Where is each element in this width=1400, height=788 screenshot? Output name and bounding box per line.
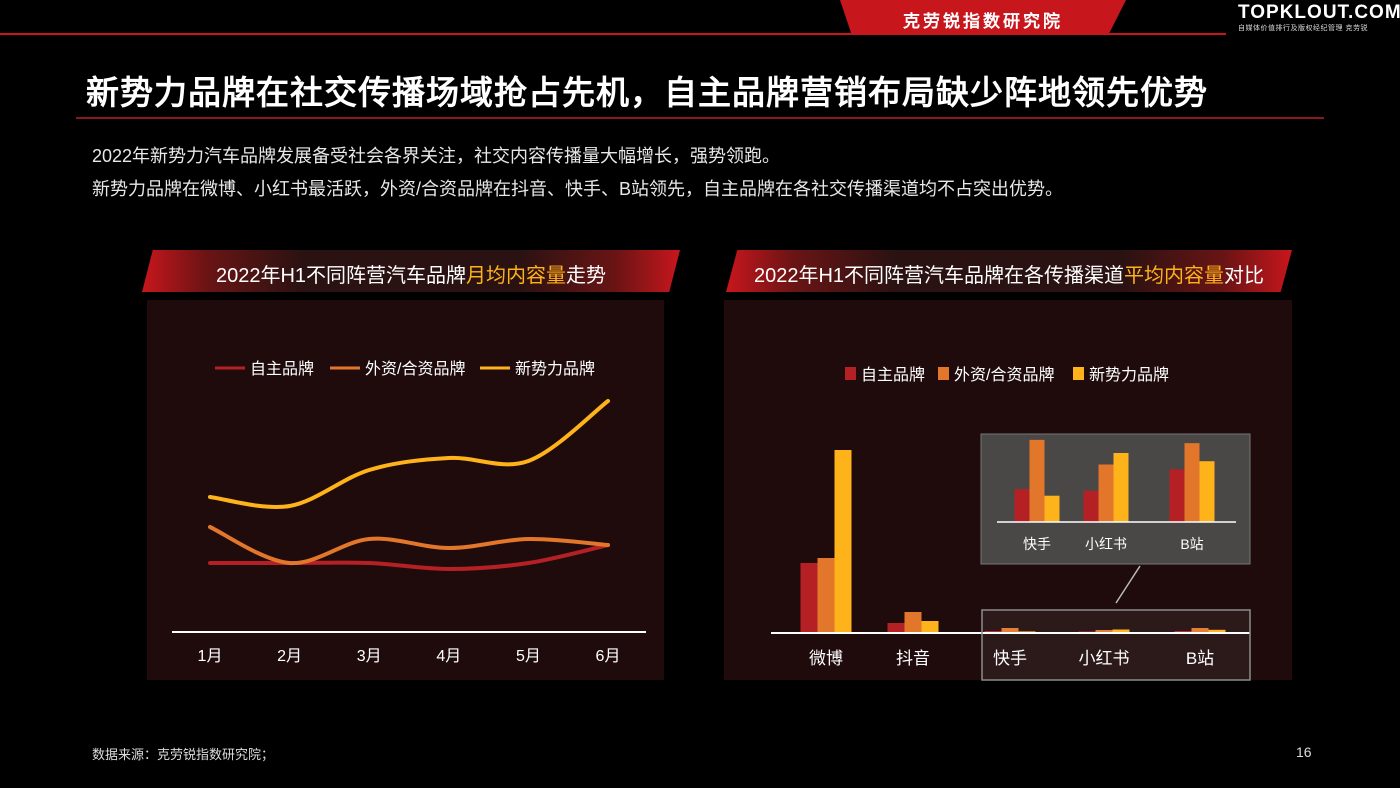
description-line-2: 新势力品牌在微博、小红书最活跃，外资/合资品牌在抖音、快手、B站领先，自主品牌在… <box>92 179 1064 199</box>
inset-bar <box>1113 453 1129 522</box>
x-tick-label: 2月 <box>277 648 302 665</box>
page-title: 新势力品牌在社交传播场域抢占先机，自主品牌营销布局缺少阵地领先优势 <box>86 74 1208 111</box>
logo: TOPKLOUT.COM 自媒体价值排行及版权经纪管理 克劳锐 <box>1238 2 1400 33</box>
series-line-1 <box>208 525 610 566</box>
brand-bar-text: 克劳锐指数研究院 <box>903 12 1063 31</box>
x-tick-label: 5月 <box>516 648 541 665</box>
inset-tick-label: 快手 <box>1023 536 1051 552</box>
x-tick-label: 1月 <box>198 648 223 665</box>
x-tick-label: 6月 <box>596 648 621 665</box>
description-line-1: 2022年新势力汽车品牌发展备受社会各界关注，社交内容传播量大幅增长，强势领跑。 <box>92 146 781 166</box>
bar <box>834 450 852 633</box>
x-tick-label: 快手 <box>993 649 1027 668</box>
right-chart-banner: 2022年H1不同阵营汽车品牌在各传播渠道平均内容量对比 <box>726 250 1292 292</box>
legend-label-2: 新势力品牌 <box>1089 366 1169 384</box>
zoom-connector <box>1115 565 1141 604</box>
header-line <box>0 33 1226 35</box>
inset-bar <box>1169 469 1185 522</box>
x-tick-label: 小红书 <box>1079 649 1130 668</box>
logo-sub: 自媒体价值排行及版权经纪管理 克劳锐 <box>1238 25 1368 32</box>
page-number: 16 <box>1296 744 1312 760</box>
bar <box>1095 630 1113 633</box>
inset-bar <box>1199 461 1215 522</box>
legend-label-1: 外资/合资品牌 <box>954 366 1054 384</box>
inset-tick-label: 小红书 <box>1085 536 1127 552</box>
bar <box>800 563 818 633</box>
bar <box>921 621 939 633</box>
bar <box>1001 628 1019 633</box>
inset-bar <box>1014 489 1030 522</box>
inset-bar <box>1029 439 1045 522</box>
x-tick-label: 3月 <box>357 648 382 665</box>
bar <box>817 558 835 633</box>
series-line-2 <box>208 399 610 509</box>
x-tick-label: 4月 <box>436 648 461 665</box>
inset-tick-label: B站 <box>1180 536 1203 552</box>
data-source: 数据来源：克劳锐指数研究院； <box>92 747 275 762</box>
left-chart-title: 2022年H1不同阵营汽车品牌月均内容量走势 <box>215 265 607 287</box>
inset-bar <box>1083 490 1099 522</box>
bar <box>904 612 922 633</box>
bar <box>887 623 905 633</box>
x-tick-label: 抖音 <box>896 649 930 668</box>
legend-swatch-1 <box>938 367 949 380</box>
logo-main: TOPKLOUT.COM <box>1238 2 1400 23</box>
legend-label-0: 自主品牌 <box>861 366 925 384</box>
inset-bar <box>1098 464 1114 522</box>
bar <box>1191 628 1209 633</box>
legend-label-1: 外资/合资品牌 <box>365 360 465 378</box>
inset-bar <box>1184 443 1200 522</box>
x-tick-label: B站 <box>1186 649 1214 668</box>
right-chart-title: 2022年H1不同阵营汽车品牌在各传播渠道平均内容量对比 <box>753 265 1265 287</box>
left-chart-banner: 2022年H1不同阵营汽车品牌月均内容量走势 <box>142 250 680 292</box>
bar <box>1112 629 1130 633</box>
legend-swatch-0 <box>845 367 856 380</box>
legend-label-0: 自主品牌 <box>250 360 314 378</box>
title-divider <box>76 117 1324 119</box>
legend-swatch-2 <box>1073 367 1084 380</box>
x-tick-label: 微博 <box>809 649 843 668</box>
brand-bar: 克劳锐指数研究院 <box>840 0 1126 34</box>
inset-bar <box>1044 495 1060 522</box>
left-chart-panel <box>147 300 664 680</box>
legend-label-2: 新势力品牌 <box>515 360 595 378</box>
bar <box>1208 629 1226 633</box>
zoom-highlight-box <box>981 609 1251 681</box>
